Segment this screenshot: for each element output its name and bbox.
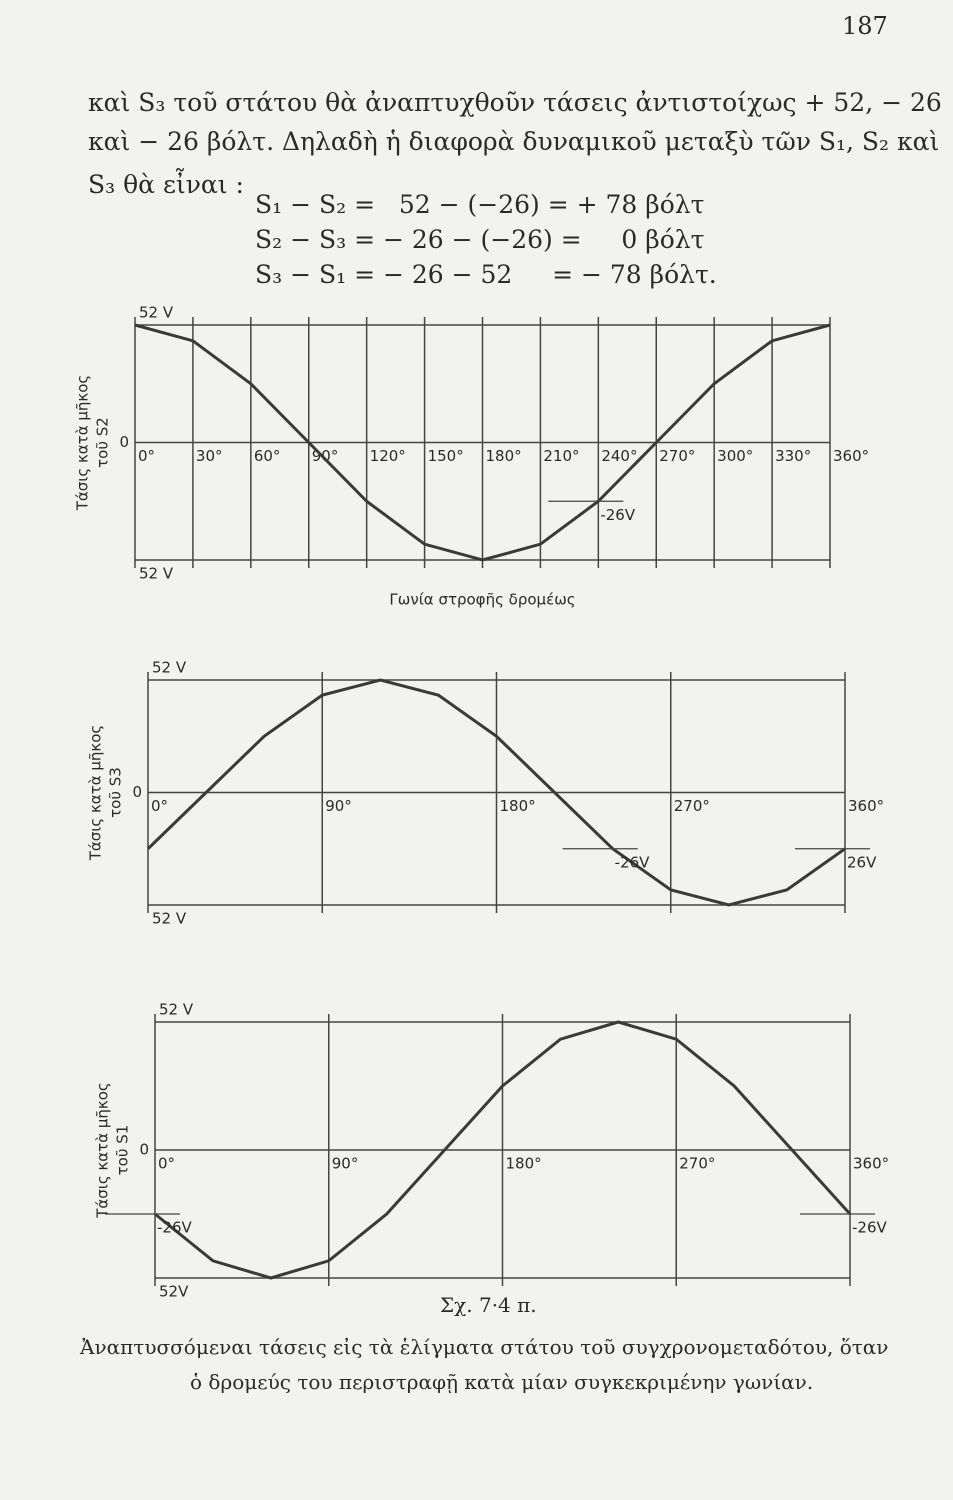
text-line: καὶ − 26 βόλτ. Δηλαδὴ ἡ διαφορὰ δυναμικο… — [88, 127, 940, 156]
x-tick-label: 270° — [659, 447, 695, 465]
y-axis-label: Τάσις κατὰ μῆκος — [94, 1082, 112, 1219]
x-tick-label: 60° — [254, 447, 281, 465]
x-tick-label: 90° — [325, 797, 352, 815]
x-tick-label: 0° — [151, 797, 168, 815]
x-axis-label: Γωνία στροφῆς δρομέως — [389, 591, 575, 609]
x-tick-label: 270° — [679, 1155, 715, 1173]
x-tick-label: 90° — [332, 1155, 359, 1173]
y-tick-label: 0 — [139, 1141, 149, 1159]
caption-line: ὁ δρομεύς του περιστραφῇ κατὰ μίαν συγκε… — [190, 1370, 814, 1394]
y-axis-label: Τάσις κατὰ μῆκος — [74, 375, 92, 512]
voltage-curve — [134, 323, 831, 562]
x-tick-label: 30° — [196, 447, 223, 465]
equation: S₂ − S₃ = − 26 − (−26) = 0 βόλτ — [255, 225, 705, 254]
page-number: 187 — [842, 12, 888, 40]
x-tick-label: 210° — [543, 447, 579, 465]
y-tick-label: 0 — [132, 783, 142, 801]
y-tick-label: 0 — [119, 433, 129, 451]
x-tick-label: 240° — [601, 447, 637, 465]
figure-number: Σχ. 7·4 π. — [440, 1293, 537, 1317]
y-tick-label: 52 V — [159, 1001, 194, 1019]
annotation-label: -26V — [852, 1219, 887, 1237]
text-line: S₃ θὰ εἶναι : — [88, 170, 244, 199]
x-tick-label: 360° — [833, 447, 869, 465]
y-axis-label: τοῦ S2 — [94, 417, 112, 468]
annotation-label: -26V — [615, 853, 650, 871]
y-tick-label: 52 V — [152, 910, 187, 928]
caption-line: Ἀναπτυσσόμεναι τάσεις εἰς τὰ ἑλίγματα στ… — [80, 1335, 889, 1359]
annotation-label: -26V — [600, 506, 635, 524]
annotation-label: -26V — [157, 1219, 192, 1237]
y-tick-label: 52 V — [139, 565, 174, 583]
x-tick-label: 360° — [853, 1155, 889, 1173]
x-tick-label: 300° — [717, 447, 753, 465]
y-tick-label: 52 V — [152, 659, 187, 677]
y-axis-label: τοῦ S1 — [114, 1125, 132, 1176]
equation: S₃ − S₁ = − 26 − 52 = − 78 βόλτ. — [255, 260, 717, 289]
x-tick-label: 0° — [138, 447, 155, 465]
x-tick-label: 0° — [158, 1155, 175, 1173]
y-tick-label: 52V — [159, 1283, 189, 1301]
text-line: καὶ S₃ τοῦ στάτου θὰ ἀναπτυχθοῦν τάσεις … — [88, 88, 942, 117]
annotation-label: 26V — [847, 853, 877, 871]
y-tick-label: 52 V — [139, 304, 174, 322]
x-tick-label: 360° — [848, 797, 884, 815]
x-tick-label: 150° — [428, 447, 464, 465]
x-tick-label: 120° — [370, 447, 406, 465]
x-tick-label: 270° — [674, 797, 710, 815]
x-tick-label: 330° — [775, 447, 811, 465]
y-axis-label: τοῦ S3 — [107, 767, 125, 818]
y-axis-label: Τάσις κατὰ μῆκος — [87, 725, 105, 862]
x-tick-label: 180° — [500, 797, 536, 815]
x-tick-label: 180° — [506, 1155, 542, 1173]
voltage-curve — [146, 678, 846, 907]
x-tick-label: 180° — [486, 447, 522, 465]
equation: S₁ − S₂ = 52 − (−26) = + 78 βόλτ — [255, 190, 705, 219]
voltage-curve — [154, 1020, 852, 1280]
